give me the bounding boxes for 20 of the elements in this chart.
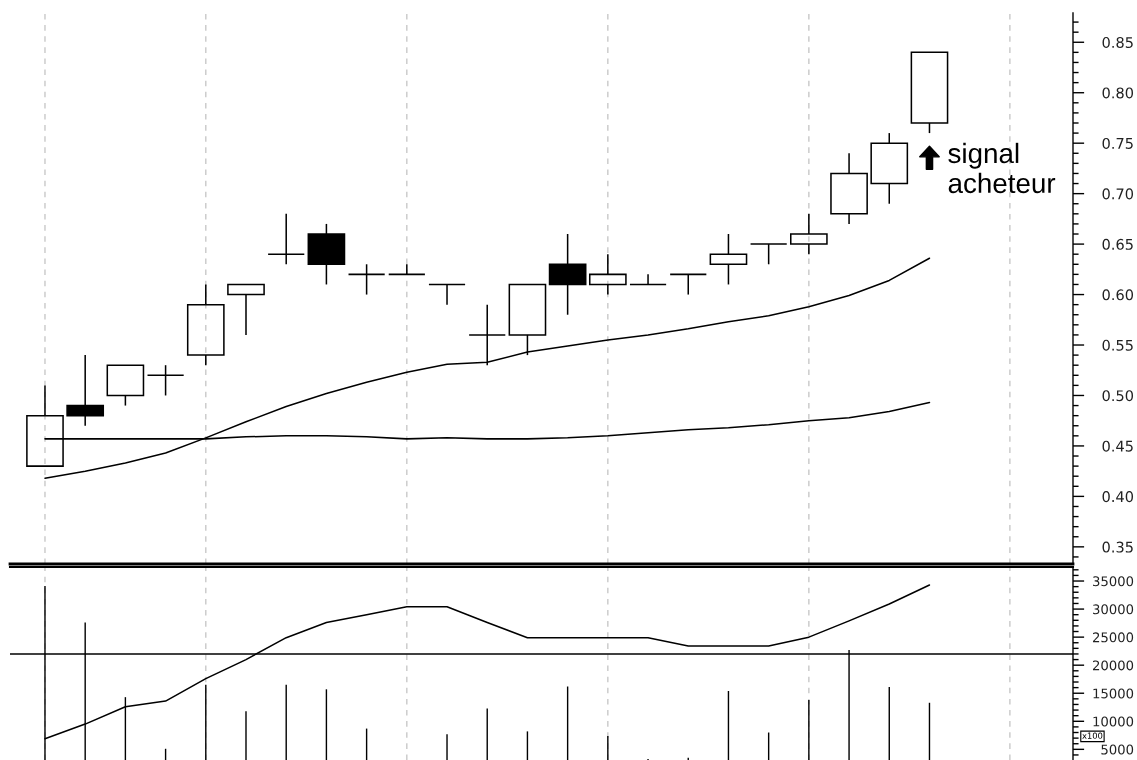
annotation: signal acheteur <box>948 142 1056 194</box>
y-tick-label: 0.80 <box>1102 87 1134 99</box>
y-tick-label: 5000 <box>1101 744 1134 755</box>
y-tick-label: 30000 <box>1093 604 1134 615</box>
y-tick-label: 25000 <box>1092 632 1134 643</box>
y-tick-label: 0.60 <box>1102 289 1134 301</box>
y-tick-label: 20000 <box>1092 660 1134 671</box>
y-tick-label: 0.75 <box>1102 137 1133 149</box>
y-tick-label: 0.65 <box>1102 238 1133 250</box>
y-tick-label: 10000 <box>1093 716 1134 727</box>
y-tick-label: 0.50 <box>1102 390 1134 402</box>
y-tick-label: 15000 <box>1093 688 1134 699</box>
y-tick-label: 0.35 <box>1102 541 1133 553</box>
y-tick-label: 0.40 <box>1102 491 1134 503</box>
text: x100 <box>1082 732 1103 739</box>
y-tick-label: 0.85 <box>1102 36 1133 49</box>
y-tick-label: 0.55 <box>1102 339 1133 351</box>
y-tick-label: 35000 <box>1093 576 1134 587</box>
y-tick-label: 0.45 <box>1102 440 1133 452</box>
y-tick-label: 0.70 <box>1102 188 1134 200</box>
